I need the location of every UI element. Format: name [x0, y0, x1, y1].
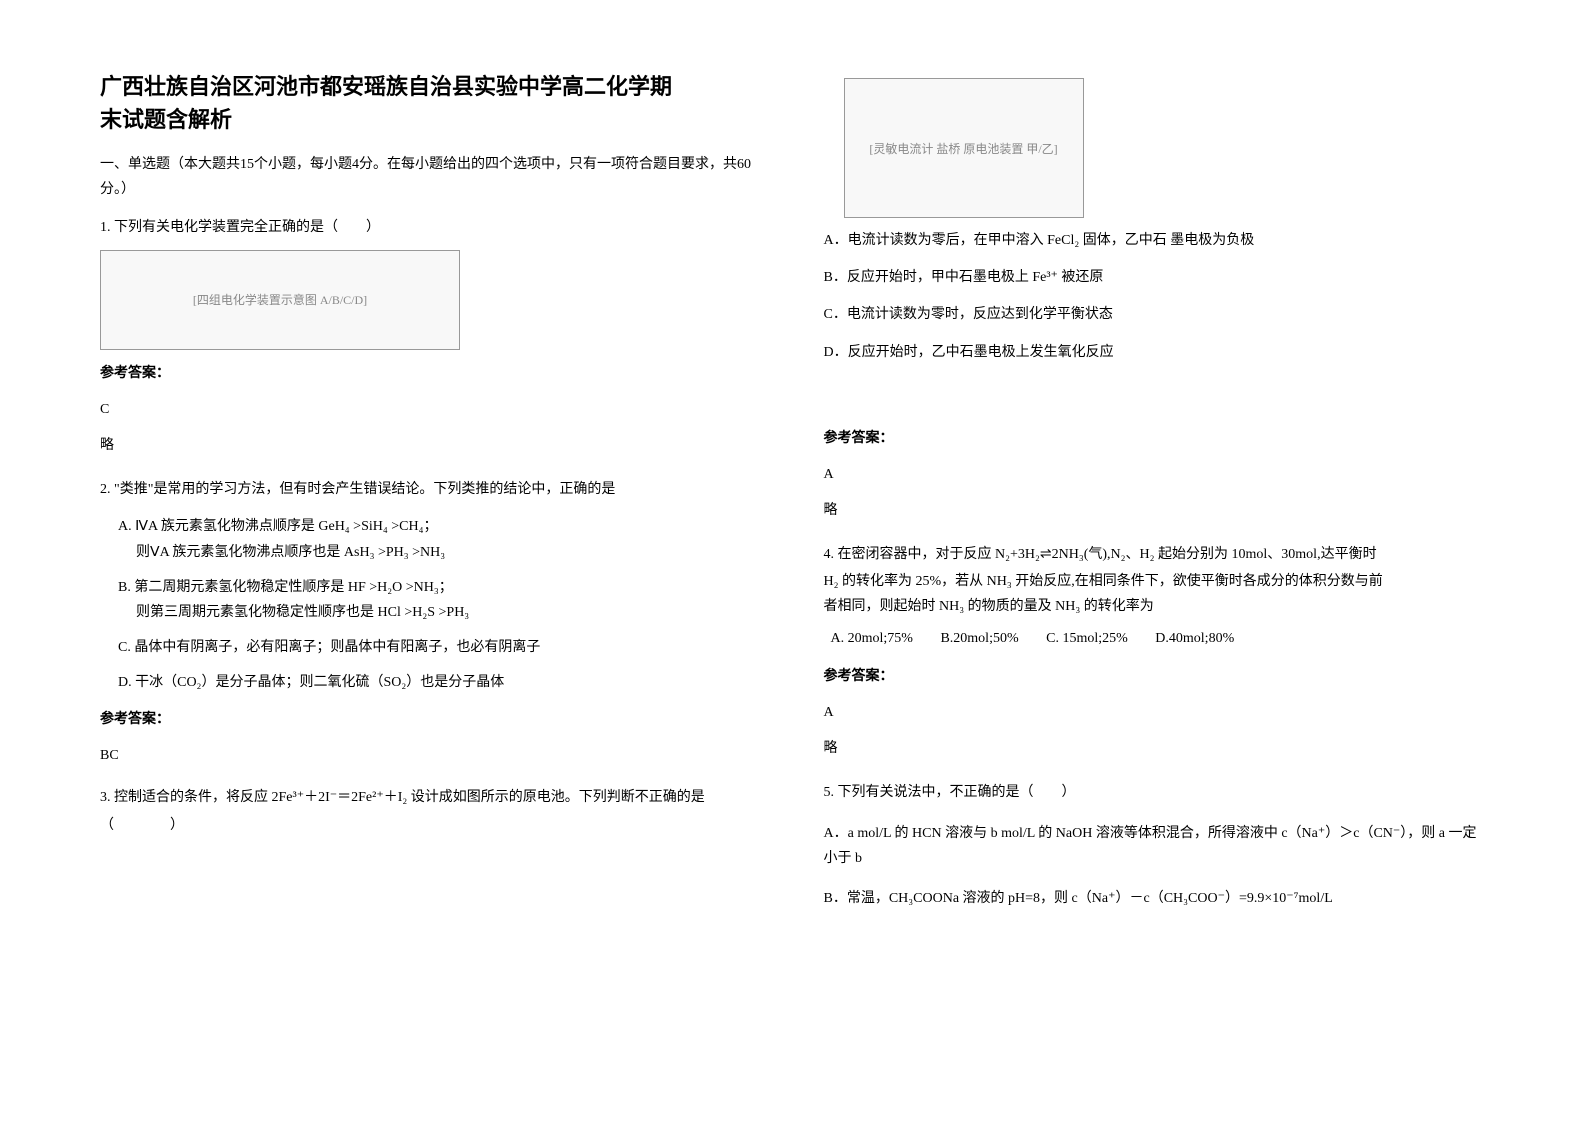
q1-note: 略 [100, 432, 764, 460]
q1-answer: C [100, 396, 764, 424]
q4-text-l2: H₂ 的转化率为 25%，若从 NH₃ 开始反应,在相同条件下，欲使平衡时各成分… [824, 569, 1488, 594]
q4-number: 4. [824, 547, 835, 562]
q3-option-d: D．反应开始时，乙中石墨电极上发生氧化反应 [824, 340, 1488, 365]
left-column: 广西壮族自治区河池市都安瑶族自治县实验中学高二化学期 末试题含解析 一、单选题（… [100, 70, 764, 1052]
q1-text: 下列有关电化学装置完全正确的是（ ） [114, 220, 380, 235]
q2-text: "类推"是常用的学习方法，但有时会产生错误结论。下列类推的结论中，正确的是 [114, 482, 615, 497]
title-line-1: 广西壮族自治区河池市都安瑶族自治县实验中学高二化学期 [100, 74, 672, 99]
question-3-stem: 3. 控制适合的条件，将反应 2Fe³⁺＋2I⁻＝2Fe²⁺＋I₂ 设计成如图所… [100, 784, 764, 840]
q2-option-a-line1: A. ⅣA 族元素氢化物沸点顺序是 GeH₄ >SiH₄ >CH₄； [118, 514, 764, 539]
q2-answer-label: 参考答案： [100, 706, 764, 734]
section-heading: 一、单选题（本大题共15个小题，每小题4分。在每小题给出的四个选项中，只有一项符… [100, 152, 764, 202]
q4-option-a: A. 20mol;75% [831, 631, 913, 646]
q4-note: 略 [824, 735, 1488, 763]
q3-diagram: [灵敏电流计 盐桥 原电池装置 甲/乙] [844, 78, 1084, 218]
q2-answer: BC [100, 742, 764, 770]
title-line-2: 末试题含解析 [100, 107, 232, 132]
q1-diagram: [四组电化学装置示意图 A/B/C/D] [100, 250, 460, 350]
q1-number: 1. [100, 220, 111, 235]
q2-option-b-line1: B. 第二周期元素氢化物稳定性顺序是 HF >H₂O >NH₃； [118, 575, 764, 600]
q4-choices: A. 20mol;75% B.20mol;50% C. 15mol;25% D.… [824, 625, 1488, 653]
q5-option-b: B．常温，CH₃COONa 溶液的 pH=8，则 c（Na⁺）－c（CH₃COO… [824, 886, 1488, 911]
q3-option-a: A．电流计读数为零后，在甲中溶入 FeCl₂ 固体，乙中石 墨电极为负极 [824, 228, 1488, 253]
q4-answer: A [824, 699, 1488, 727]
q5-option-a: A．a mol/L 的 HCN 溶液与 b mol/L 的 NaOH 溶液等体积… [824, 821, 1488, 871]
q2-option-d: D. 干冰（CO₂）是分子晶体；则二氧化硫（SO₂）也是分子晶体 [118, 670, 764, 695]
q2-number: 2. [100, 482, 111, 497]
right-column: [灵敏电流计 盐桥 原电池装置 甲/乙] A．电流计读数为零后，在甲中溶入 Fe… [824, 70, 1488, 1052]
q4-option-d: D.40mol;80% [1155, 631, 1234, 646]
question-2: 2. "类推"是常用的学习方法，但有时会产生错误结论。下列类推的结论中，正确的是… [100, 476, 764, 769]
question-4: 4. 在密闭容器中，对于反应 N₂+3H₂⇌2NH₃(气),N₂、H₂ 起始分别… [824, 541, 1488, 763]
q2-option-a-line2: 则ⅤA 族元素氢化物沸点顺序也是 AsH₃ >PH₃ >NH₃ [136, 540, 764, 565]
q3-option-b: B．反应开始时，甲中石墨电极上 Fe³⁺ 被还原 [824, 265, 1488, 290]
q4-answer-label: 参考答案： [824, 663, 1488, 691]
q4-text-l3: 者相同，则起始时 NH₃ 的物质的量及 NH₃ 的转化率为 [824, 594, 1488, 619]
q5-number: 5. [824, 785, 835, 800]
q2-option-c: C. 晶体中有阴离子，必有阳离子；则晶体中有阳离子，也必有阴离子 [118, 635, 764, 660]
question-1: 1. 下列有关电化学装置完全正确的是（ ） [四组电化学装置示意图 A/B/C/… [100, 214, 764, 460]
question-5: 5. 下列有关说法中，不正确的是（ ） A．a mol/L 的 HCN 溶液与 … [824, 779, 1488, 911]
q2-option-b-line2: 则第三周期元素氢化物稳定性顺序也是 HCl >H₂S >PH₃ [136, 600, 764, 625]
q3-text: 控制适合的条件，将反应 2Fe³⁺＋2I⁻＝2Fe²⁺＋I₂ 设计成如图所示的原… [100, 790, 705, 833]
q4-text-l1: 在密闭容器中，对于反应 N₂+3H₂⇌2NH₃(气),N₂、H₂ 起始分别为 1… [838, 547, 1377, 562]
q3-note: 略 [824, 497, 1488, 525]
q1-answer-label: 参考答案： [100, 360, 764, 388]
q3-number: 3. [100, 790, 111, 805]
q5-text: 下列有关说法中，不正确的是（ ） [838, 785, 1076, 800]
q3-answer-label: 参考答案： [824, 425, 1488, 453]
q4-option-b: B.20mol;50% [940, 631, 1018, 646]
q3-answer: A [824, 461, 1488, 489]
q3-option-c: C．电流计读数为零时，反应达到化学平衡状态 [824, 302, 1488, 327]
q4-option-c: C. 15mol;25% [1046, 631, 1128, 646]
page-title: 广西壮族自治区河池市都安瑶族自治县实验中学高二化学期 末试题含解析 [100, 70, 764, 136]
question-3-options: A．电流计读数为零后，在甲中溶入 FeCl₂ 固体，乙中石 墨电极为负极 B．反… [824, 228, 1488, 525]
